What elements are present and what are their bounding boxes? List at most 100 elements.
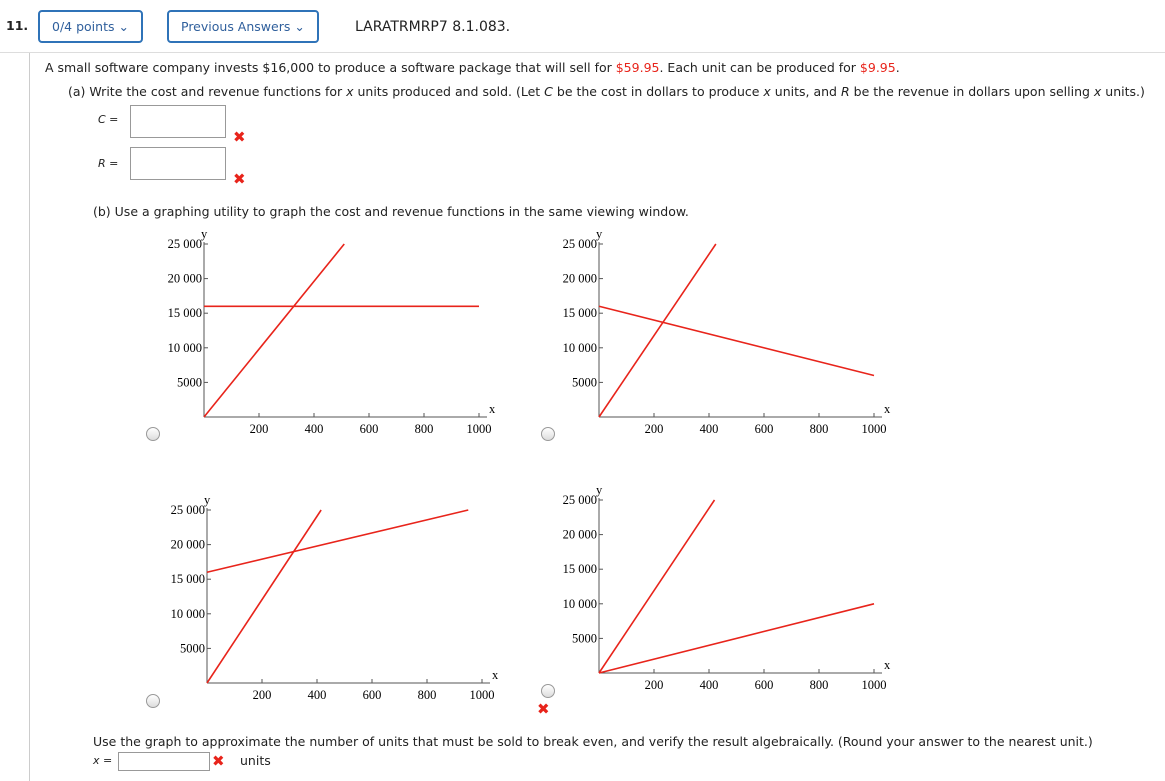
y-tick-label: 10 000 bbox=[563, 597, 597, 611]
y-tick-label: 5000 bbox=[180, 641, 205, 655]
y-tick-label: 20 000 bbox=[171, 538, 205, 552]
x-label: x = bbox=[93, 754, 113, 767]
x-axis-label: x bbox=[489, 402, 496, 416]
x-tick-label: 800 bbox=[810, 678, 829, 692]
points: 0/4 points bbox=[52, 19, 115, 34]
price: $59.95 bbox=[615, 60, 660, 75]
t: be the cost in dollars to produce bbox=[552, 84, 764, 99]
x-tick-label: 200 bbox=[250, 422, 269, 436]
x-tick-label: 400 bbox=[305, 422, 324, 436]
points-button[interactable]: 0/4 points ⌄ bbox=[38, 10, 143, 43]
x-tick-label: 1000 bbox=[862, 678, 887, 692]
t: units, and bbox=[770, 84, 841, 99]
y-axis-label: y bbox=[201, 227, 208, 241]
y-tick-label: 25 000 bbox=[171, 503, 205, 517]
t: (a) Write the cost and revenue functions… bbox=[68, 84, 347, 99]
left-rule bbox=[29, 53, 30, 781]
x-tick-label: 800 bbox=[415, 422, 434, 436]
t: . Each unit can be produced for bbox=[659, 60, 860, 75]
y-tick-label: 25 000 bbox=[563, 493, 597, 507]
x-tick-label: 1000 bbox=[862, 422, 887, 436]
x-axis-label: x bbox=[884, 658, 891, 672]
y-tick-label: 25 000 bbox=[168, 237, 202, 251]
graph-line bbox=[206, 509, 322, 684]
t: A small software company invests $16,000… bbox=[45, 60, 616, 75]
c-input[interactable] bbox=[130, 105, 226, 138]
previous-answers-button[interactable]: Previous Answers ⌄ bbox=[167, 10, 319, 43]
x-tick-label: 600 bbox=[755, 678, 774, 692]
x-tick-label: 600 bbox=[363, 688, 382, 702]
x-tick-label: 1000 bbox=[470, 688, 495, 702]
wrong-mark: ✖ bbox=[212, 752, 225, 770]
x-tick-label: 600 bbox=[755, 422, 774, 436]
y-axis-label: y bbox=[596, 483, 603, 497]
graph: x y 200 400 600 800 1000 5000 10 000 15 000 20 000… bbox=[168, 227, 496, 436]
y-tick-label: 25 000 bbox=[563, 237, 597, 251]
t: x bbox=[346, 84, 354, 99]
x-axis-label: x bbox=[884, 402, 891, 416]
x-tick-label: 800 bbox=[418, 688, 437, 702]
y-tick-label: 15 000 bbox=[563, 306, 597, 320]
c-label: C = bbox=[98, 113, 119, 126]
r-label: R = bbox=[98, 157, 119, 170]
y-tick-label: 20 000 bbox=[168, 272, 202, 286]
y-tick-label: 15 000 bbox=[171, 572, 205, 586]
y-tick-label: 10 000 bbox=[168, 341, 202, 355]
t: C bbox=[544, 84, 553, 99]
t: x bbox=[1093, 84, 1102, 99]
radio[interactable] bbox=[541, 427, 555, 441]
x-tick-label: 1000 bbox=[467, 422, 492, 436]
graph-line bbox=[206, 509, 469, 574]
y-tick-label: 10 000 bbox=[563, 341, 597, 355]
y-tick-label: 10 000 bbox=[171, 607, 205, 621]
t: units.) bbox=[1101, 84, 1145, 99]
radio[interactable] bbox=[146, 427, 160, 441]
x-tick-label: 400 bbox=[308, 688, 327, 702]
graph-line bbox=[598, 499, 716, 674]
x-tick-label: 600 bbox=[360, 422, 379, 436]
y-tick-label: 20 000 bbox=[563, 272, 597, 286]
graph-line bbox=[598, 243, 717, 418]
units: units bbox=[240, 753, 271, 768]
wrong-mark: ✖ bbox=[537, 700, 550, 718]
graph-line bbox=[203, 243, 345, 418]
y-tick-label: 20 000 bbox=[563, 528, 597, 542]
y-axis-label: y bbox=[596, 227, 603, 241]
y-tick-label: 15 000 bbox=[563, 562, 597, 576]
x-tick-label: 200 bbox=[645, 422, 664, 436]
x-tick-label: 200 bbox=[645, 678, 664, 692]
wrong-mark: ✖ bbox=[233, 128, 246, 146]
x-axis-label: x bbox=[492, 668, 499, 682]
unit-cost: $9.95 bbox=[859, 60, 896, 75]
t: R bbox=[840, 84, 850, 99]
graph: x y 200 400 600 800 1000 5000 10 000 15 000 20 000… bbox=[171, 493, 499, 702]
final-question: Use the graph to approximate the number … bbox=[93, 734, 1093, 749]
radio[interactable] bbox=[146, 694, 160, 708]
t: be the revenue in dollars upon selling bbox=[849, 84, 1094, 99]
x-tick-label: 400 bbox=[700, 422, 719, 436]
radio[interactable] bbox=[541, 684, 555, 698]
graph-line bbox=[598, 603, 875, 674]
y-tick-label: 5000 bbox=[572, 375, 597, 389]
x-tick-label: 400 bbox=[700, 678, 719, 692]
question-number: 11. bbox=[6, 18, 29, 33]
t: x bbox=[763, 84, 771, 99]
graph-line bbox=[598, 305, 875, 377]
x-input[interactable] bbox=[118, 752, 210, 771]
x-tick-label: 200 bbox=[253, 688, 272, 702]
previous: Previous Answers bbox=[181, 19, 291, 34]
t: . bbox=[895, 60, 900, 75]
intro: A small software company invests $16,000… bbox=[45, 60, 900, 75]
y-tick-label: 5000 bbox=[177, 375, 202, 389]
part-a: (a) Write the cost and revenue functions… bbox=[68, 84, 1145, 99]
problem-code: LARATRMRP7 8.1.083. bbox=[355, 19, 511, 35]
x-tick-label: 800 bbox=[810, 422, 829, 436]
t: units produced and sold. (Let bbox=[353, 84, 545, 99]
part-b: (b) Use a graphing utility to graph the … bbox=[93, 204, 689, 219]
graph: x y 200 400 600 800 1000 5000 10 000 15 000 20 000… bbox=[563, 483, 891, 692]
y-tick-label: 5000 bbox=[572, 631, 597, 645]
wrong-mark: ✖ bbox=[233, 170, 246, 188]
y-tick-label: 15 000 bbox=[168, 306, 202, 320]
r-input[interactable] bbox=[130, 147, 226, 180]
